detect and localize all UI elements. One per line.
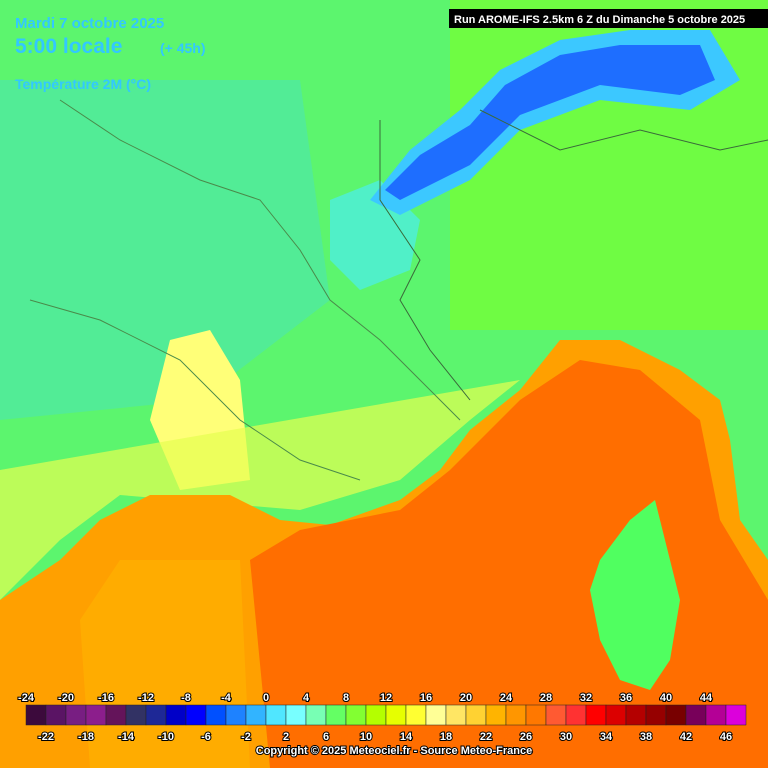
legend-swatch — [265, 704, 287, 726]
legend-swatch — [565, 704, 587, 726]
legend-label: -24 — [18, 692, 35, 704]
legend-label: 12 — [380, 692, 392, 704]
cool-zone — [0, 80, 330, 420]
legend-label: -4 — [221, 692, 232, 704]
legend-label: -6 — [201, 731, 211, 743]
legend-swatch — [385, 704, 407, 726]
copyright: Copyright © 2025 Meteociel.fr - Source M… — [256, 745, 532, 757]
legend-label: -8 — [181, 692, 191, 704]
coast-band — [0, 380, 520, 600]
legend-swatch — [125, 704, 147, 726]
legend-swatch — [225, 704, 247, 726]
legend-swatch — [345, 704, 367, 726]
run-box — [449, 9, 768, 28]
legend-swatch — [85, 704, 107, 726]
legend-label: 0 — [263, 692, 269, 704]
border — [479, 109, 768, 151]
legend-swatch — [65, 704, 87, 726]
legend-swatch — [365, 704, 387, 726]
legend-swatch — [605, 704, 627, 726]
legend-label: 40 — [660, 692, 672, 704]
legend-label: 2 — [283, 731, 289, 743]
legend-label: 30 — [560, 731, 572, 743]
legend-swatch — [205, 704, 227, 726]
legend-label: -12 — [138, 692, 154, 704]
legend-swatch — [665, 704, 687, 726]
lead-time: (+ 45h) — [160, 40, 206, 56]
legend-swatch — [485, 704, 507, 726]
legend-label: 20 — [460, 692, 472, 704]
legend-label: 44 — [700, 692, 713, 704]
legend-swatch — [325, 704, 347, 726]
border — [29, 299, 361, 481]
legend-label: 38 — [640, 731, 652, 743]
legend-swatch — [625, 704, 647, 726]
legend-label: -14 — [118, 731, 135, 743]
legend-label: 26 — [520, 731, 532, 743]
time: 5:00 locale — [15, 35, 122, 58]
legend-swatch — [685, 704, 707, 726]
legend-label: 8 — [343, 692, 349, 704]
legend-swatch — [285, 704, 307, 726]
legend-label: -10 — [158, 731, 174, 743]
legend-label: 42 — [680, 731, 692, 743]
legend-label: -2 — [241, 731, 251, 743]
legend-swatch — [185, 704, 207, 726]
legend-label: 32 — [580, 692, 592, 704]
legend-swatch — [465, 704, 487, 726]
date: Mardi 7 octobre 2025 — [15, 15, 164, 32]
corsica — [590, 500, 680, 690]
legend-swatch — [645, 704, 667, 726]
legend-label: 34 — [600, 731, 613, 743]
legend-label: 14 — [400, 731, 413, 743]
legend-label: -22 — [38, 731, 54, 743]
border — [379, 120, 471, 401]
border — [59, 99, 461, 421]
legend-swatch — [45, 704, 67, 726]
legend-label: 28 — [540, 692, 552, 704]
legend-swatch — [425, 704, 447, 726]
legend-label: -16 — [98, 692, 114, 704]
legend-label: 22 — [480, 731, 492, 743]
legend-label: 16 — [420, 692, 432, 704]
alps — [385, 45, 715, 200]
parameter: Température 2M (°C) — [15, 76, 151, 92]
legend-label: 36 — [620, 692, 632, 704]
legend-swatch — [725, 704, 747, 726]
legend-swatch — [705, 704, 727, 726]
legend-label: 18 — [440, 731, 452, 743]
legend-label: -18 — [78, 731, 94, 743]
legend-swatch — [525, 704, 547, 726]
legend-label: 6 — [323, 731, 329, 743]
legend-swatch — [545, 704, 567, 726]
legend-swatch — [25, 704, 47, 726]
legend-swatch — [405, 704, 427, 726]
legend-label: 24 — [500, 692, 513, 704]
legend-swatch — [165, 704, 187, 726]
legend-label: -20 — [58, 692, 74, 704]
legend-swatch — [585, 704, 607, 726]
legend-swatch — [505, 704, 527, 726]
legend-label: 4 — [303, 692, 310, 704]
legend-swatch — [145, 704, 167, 726]
legend-swatch — [105, 704, 127, 726]
legend-label: 46 — [720, 731, 732, 743]
run-info: Run AROME-IFS 2.5km 6 Z du Dimanche 5 oc… — [454, 14, 745, 26]
legend-label: 10 — [360, 731, 372, 743]
legend-swatch — [305, 704, 327, 726]
legend: -24 -20 -16 -12 -8 -4 0 4 8 12 16 20 24 28 32 36 40 44-22… — [17, 691, 747, 744]
legend-swatch — [445, 704, 467, 726]
legend-swatch — [245, 704, 267, 726]
